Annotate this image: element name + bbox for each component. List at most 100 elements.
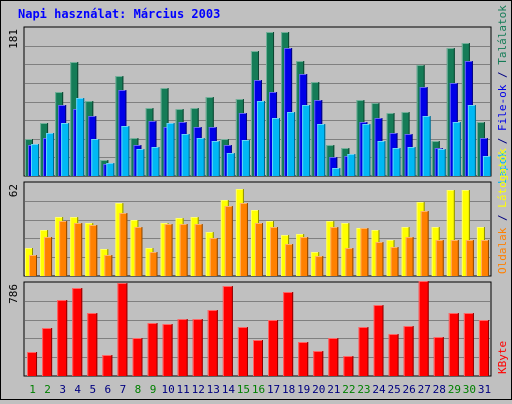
bar-lapok [272,118,281,176]
bar-kbyte [42,328,53,376]
x-tick-label: 5 [89,383,96,396]
hits-panel: 181 [7,26,492,177]
bar-kbyte [177,319,188,376]
bar-lapok [181,134,190,176]
bar-lapok [452,122,461,176]
bar-file-ok [329,157,338,176]
x-tick-label: 17 [267,383,280,396]
bar-lapok [31,144,39,176]
bar-kbyte [448,313,459,376]
x-tick-label: 26 [403,383,416,396]
x-tick-label: 22 [342,383,355,396]
bar-l-togat-k [461,190,470,276]
x-tick-label: 19 [297,383,310,396]
x-tick-label: 2 [44,383,51,396]
x-tick-label: 14 [222,383,236,396]
x-tick-label: 8 [135,383,142,396]
x-tick-label: 7 [120,383,127,396]
bar-lapok [467,105,476,176]
bar-lapok [437,149,446,176]
bar-oldalak [179,224,188,276]
bar-oldalak [330,227,339,276]
bar-lapok [91,139,100,176]
bar-lapok [241,140,250,176]
bar-kbyte [27,352,38,376]
bar-oldalak [450,240,459,276]
legend-file-ok: File-ok [496,84,509,131]
x-tick-label: 23 [357,383,370,396]
bar-lapok [136,149,145,176]
bar-lapok [302,105,311,176]
bar-kbyte [418,281,429,376]
bar-kbyte [57,300,68,376]
bar-lapok [46,133,55,176]
bar-oldalak [29,255,37,276]
x-tick-label: 10 [161,383,174,396]
x-tick-label: 15 [237,383,250,396]
panel-max-label: 62 [7,184,20,197]
legend-sep: / [496,65,509,85]
bar-kbyte [313,351,324,376]
bar-oldalak [420,211,429,276]
bar-lapok [106,163,115,176]
bar-oldalak [194,224,203,276]
bar-lapok [211,141,220,176]
bar-l-togat-k [446,190,455,276]
x-axis-day-labels: 1 2 3 4 5 6 7 8 9 10 11 12 13 14 15 16 17 18 19 20 21 22 23 24 2… [29,383,491,396]
x-tick-label: 4 [74,383,81,396]
bar-lapok [347,154,356,176]
legend-talalatok: Találatok [496,5,509,65]
bar-oldalak [270,227,279,276]
chart-panels: 181 62 786 [7,26,492,377]
bar-kbyte [162,324,173,376]
bar-oldalak [480,240,489,276]
bar-oldalak [209,238,218,276]
bar-lapok [407,147,416,176]
bar-kbyte [72,288,83,376]
bar-lapok [392,148,401,176]
bar-oldalak [134,227,143,276]
bar-oldalak [345,248,354,276]
legend-top: Lapok / File-ok / Találatok [496,5,509,184]
legend-bottom: KByte [496,341,509,374]
bar-oldalak [59,221,68,276]
bar-oldalak [164,224,173,276]
x-tick-label: 11 [177,383,190,396]
bar-kbyte [102,355,113,376]
x-tick-label: 16 [252,383,265,396]
x-tick-label: 25 [387,383,400,396]
x-tick-label: 30 [463,383,476,396]
bar-lapok [151,147,160,176]
bar-kbyte [463,313,474,376]
bar-oldalak [315,256,324,276]
legend-sep: / [496,131,509,151]
chart-title: Napi használat: Március 2003 [18,7,220,21]
bar-oldalak [390,247,399,276]
bar-kbyte [433,337,444,376]
legend-latogatok: Látogatók [496,148,509,208]
bar-lapok [226,153,235,176]
bar-lapok [256,101,265,176]
panel-max-label: 786 [7,284,20,304]
bar-oldalak [465,240,474,276]
x-tick-label: 12 [192,383,205,396]
bar-lapok [166,123,175,176]
x-tick-label: 29 [448,383,461,396]
x-tick-label: 20 [312,383,325,396]
bar-lapok [61,123,70,176]
bar-oldalak [435,240,444,276]
bar-oldalak [89,225,98,276]
bar-oldalak [360,228,369,276]
x-tick-label: 1 [29,383,36,396]
legend-sep: / [496,208,509,228]
x-tick-label: 21 [327,383,340,396]
bar-oldalak [300,237,309,276]
bar-oldalak [405,237,414,276]
x-tick-label: 6 [105,383,112,396]
bar-kbyte [283,292,294,376]
x-tick-label: 3 [59,383,66,396]
bar-kbyte [132,338,143,376]
bar-oldalak [224,206,233,276]
bar-lapok [121,126,130,176]
